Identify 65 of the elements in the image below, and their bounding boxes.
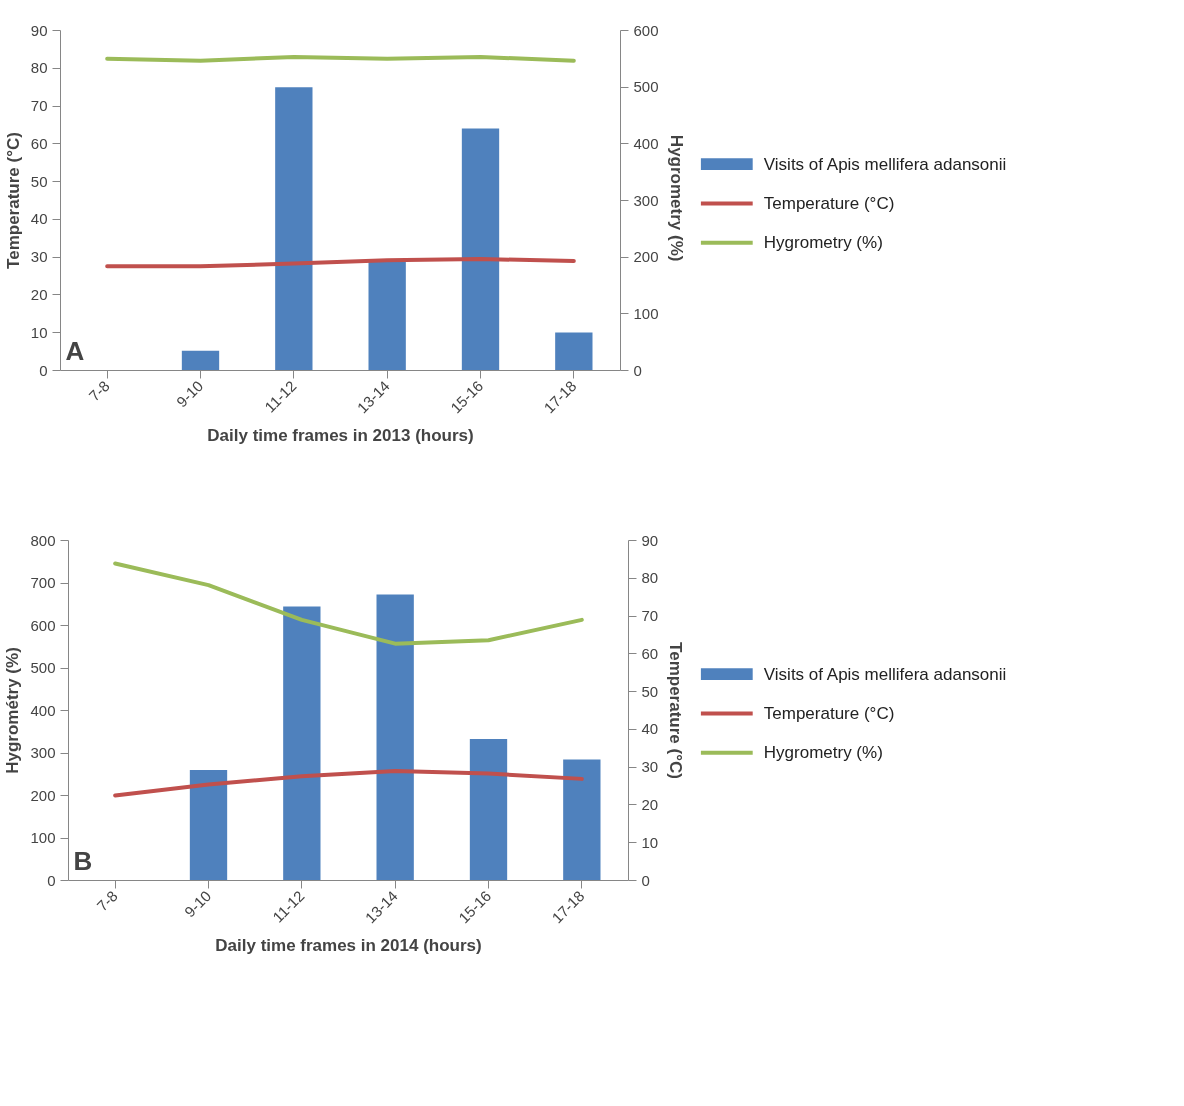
x-tick-label: 7-8 (85, 377, 113, 405)
y-tick-label: 70 (30, 97, 48, 115)
y-tick-label: 90 (30, 21, 48, 39)
y2-tick-label: 0 (641, 871, 650, 889)
legend-label: Hygrometry (%) (763, 233, 883, 253)
legend-label: Visits of Apis mellifera adansonii (763, 664, 1007, 684)
bar (376, 594, 414, 881)
line-series (113, 768, 584, 798)
y-tick-label: 20 (30, 285, 48, 303)
y-tick-label: 400 (30, 701, 56, 719)
y2-axis-title: Temperature (°C) (666, 642, 686, 779)
y2-tick-label: 80 (641, 569, 659, 587)
bar (563, 759, 601, 881)
y2-tick-label: 20 (641, 795, 659, 813)
y2-tick-label: 600 (633, 21, 659, 39)
y2-tick-label: 90 (641, 531, 659, 549)
y-tick-label: 80 (30, 59, 48, 77)
y-tick-label: 10 (30, 323, 48, 341)
bar (181, 350, 220, 371)
y2-tick-label: 200 (633, 248, 659, 266)
y2-tick-label: 60 (641, 644, 659, 662)
x-axis-title: Daily time frames in 2013 (hours) (207, 425, 474, 445)
legend-label: Hygrometry (%) (763, 743, 883, 763)
y-tick-label: 800 (30, 531, 56, 549)
bar (368, 261, 406, 371)
line-series (113, 561, 584, 646)
line-series (105, 257, 576, 269)
y-tick-label: 200 (30, 786, 56, 804)
bar (189, 770, 228, 881)
y-axis-title: Hygrométry (%) (3, 647, 23, 774)
y2-tick-label: 50 (641, 682, 659, 700)
y-tick-label: 700 (30, 574, 56, 591)
y-tick-label: 300 (30, 744, 56, 761)
y-tick-label: 0 (47, 871, 56, 889)
bar (469, 738, 508, 881)
y-axis-title: Temperature (°C) (3, 132, 23, 269)
y-tick-label: 60 (30, 134, 48, 152)
y2-axis-title: Hygrometry (%) (666, 134, 686, 262)
y-tick-label: 600 (30, 616, 56, 634)
bar (283, 606, 321, 881)
y-tick-label: 40 (30, 210, 48, 228)
y2-tick-label: 400 (633, 134, 659, 152)
y-tick-label: 0 (39, 361, 48, 379)
y2-tick-label: 0 (633, 361, 642, 379)
y-tick-label: 500 (30, 659, 56, 676)
y2-tick-label: 70 (641, 607, 659, 625)
x-axis-title: Daily time frames in 2014 (hours) (215, 935, 482, 955)
y2-tick-label: 300 (633, 191, 659, 209)
y-tick-label: 30 (30, 248, 48, 266)
bar (555, 332, 593, 371)
y2-tick-label: 500 (633, 78, 659, 96)
bar (275, 87, 313, 371)
annotation: A (65, 335, 85, 366)
y2-tick-label: 100 (633, 304, 659, 322)
y-tick-label: 50 (30, 172, 48, 190)
y2-tick-label: 40 (641, 720, 659, 738)
legend-label: Temperature (°C) (763, 703, 895, 723)
legend-label: Temperature (°C) (763, 193, 895, 213)
x-tick-label: 7-8 (93, 887, 121, 915)
y-tick-label: 100 (30, 829, 56, 846)
legend-label: Visits of Apis mellifera adansonii (763, 154, 1007, 174)
bar (461, 128, 500, 371)
annotation: B (73, 845, 93, 876)
y2-tick-label: 10 (641, 833, 659, 851)
y2-tick-label: 30 (641, 758, 659, 776)
